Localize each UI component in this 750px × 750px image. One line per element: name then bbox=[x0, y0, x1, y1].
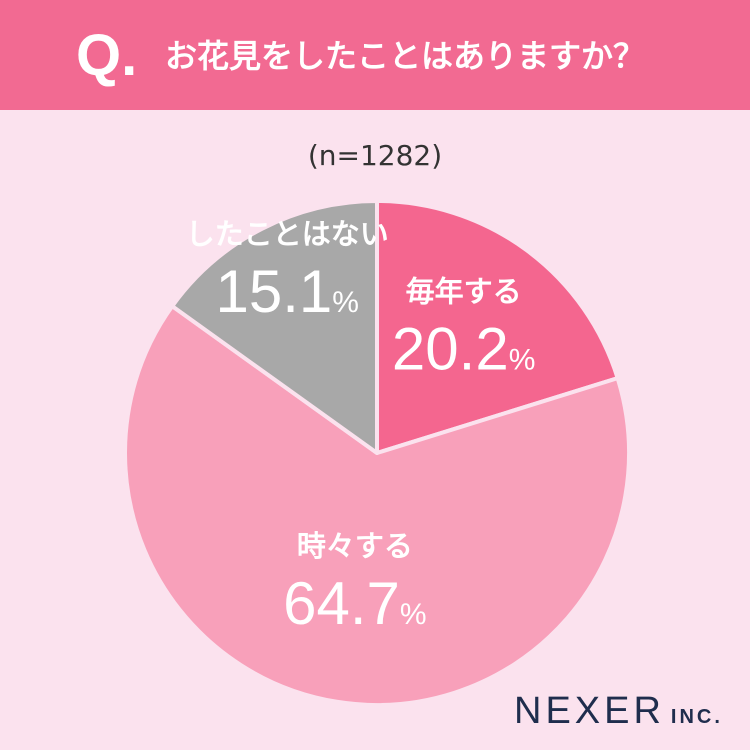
slice-label: 時々する bbox=[297, 529, 413, 563]
question-header: Q. お花見をしたことはありますか？ bbox=[0, 0, 750, 110]
slice-label: したことはない bbox=[186, 217, 389, 251]
nexer-logo: NEXER INC. bbox=[514, 690, 723, 733]
sample-size: (n=1282) bbox=[307, 139, 443, 172]
slice-value-label: 15.1% bbox=[215, 258, 358, 325]
slice-value-label: 64.7% bbox=[283, 570, 426, 637]
logo-sub: INC. bbox=[670, 706, 723, 728]
slice-label: 毎年する bbox=[406, 274, 522, 308]
q-mark: Q. bbox=[76, 23, 138, 88]
slice-never bbox=[170, 199, 379, 455]
slice-every-year bbox=[375, 199, 620, 455]
logo-main: NEXER bbox=[514, 690, 665, 732]
slice-sometimes bbox=[123, 304, 631, 707]
question-title: お花見をしたことはありますか？ bbox=[165, 37, 646, 75]
slice-value-label: 20.2% bbox=[392, 315, 535, 382]
